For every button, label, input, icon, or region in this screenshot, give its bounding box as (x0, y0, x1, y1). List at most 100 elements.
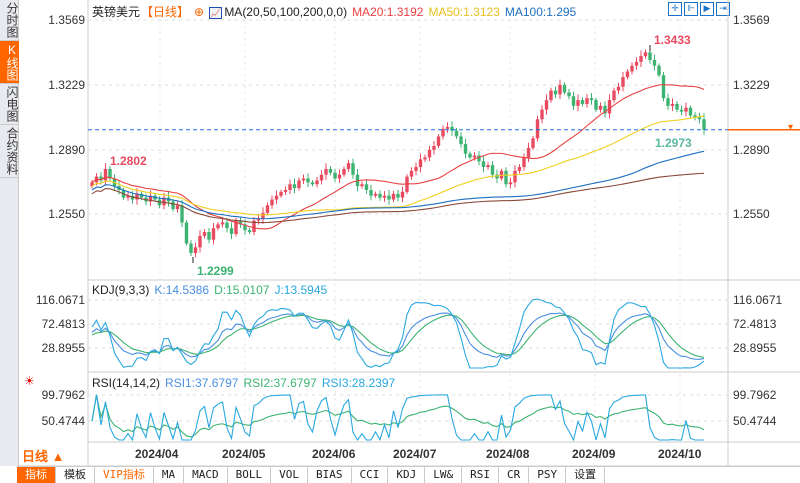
candle-body (643, 52, 648, 57)
zoom-fit-icon[interactable]: ⊩ (684, 2, 698, 16)
candle-body (702, 119, 706, 130)
candle-body (387, 195, 391, 200)
sidebar-tab-flash[interactable]: 闪电图 (0, 84, 19, 125)
rsi2-value: RSI2:37.6797 (243, 376, 317, 390)
kdj-axis-2: 28.8955 (41, 341, 85, 355)
candle-body (522, 157, 526, 168)
candle-body (675, 103, 679, 110)
candle-body (625, 71, 630, 78)
candle-body (301, 178, 306, 181)
sidebar-tab-contract[interactable]: 合约资料 (0, 125, 19, 178)
kdj-title[interactable]: KDJ(9,3,3) (92, 283, 150, 297)
tab-6[interactable]: VOL (271, 467, 308, 483)
candle-body (630, 65, 634, 72)
candle-body (418, 159, 423, 168)
tab-10[interactable]: LW& (425, 467, 463, 483)
sidebar-tab-timeshare[interactable]: 分时图 (0, 0, 19, 41)
candle-body (342, 168, 346, 175)
candle-body (175, 205, 180, 210)
play-forward-icon[interactable]: ▶ (700, 2, 714, 16)
tab-12[interactable]: CR (499, 467, 530, 483)
kdj-j-line (91, 298, 705, 369)
candle-body (207, 232, 211, 240)
candle-body (621, 77, 625, 87)
tab-8[interactable]: CCI (352, 467, 389, 483)
add-icon[interactable]: ⊕ (194, 5, 205, 19)
chart-toolbar: ✛ ⊩ ▶ ⇥ (668, 2, 730, 16)
tab-2[interactable]: VIP指标 (95, 467, 154, 483)
candle-body (472, 155, 477, 158)
tab-7[interactable]: BIAS (308, 467, 352, 483)
candle-body (333, 172, 337, 179)
candle-body (499, 170, 504, 179)
candle-body (369, 189, 373, 196)
price-axis-right-2: 1.2890 (733, 143, 770, 157)
tab-9[interactable]: KDJ (388, 467, 426, 483)
tab-13[interactable]: PSY (529, 467, 567, 483)
tab-11[interactable]: RSI (462, 467, 499, 483)
candle-body (432, 146, 436, 150)
candle-body (225, 222, 229, 229)
rsi1-line (91, 394, 705, 438)
sidebar: 分时图 K线图 闪电图 合约资料 (0, 0, 19, 466)
candle-body (364, 184, 369, 190)
candle-body (504, 170, 508, 185)
tab-0[interactable]: 指标 (17, 467, 56, 483)
tab-3[interactable]: MA (154, 467, 185, 483)
candle-body (616, 86, 621, 91)
ma100-value: MA100:1.295 (504, 5, 577, 19)
candle-body (409, 170, 414, 177)
candle-body (684, 107, 688, 112)
crosshair-icon[interactable]: ✛ (668, 2, 682, 16)
kdj-header: KDJ(9,3,3) K:14.5386 D:15.0107 J:13.5945 (92, 283, 332, 297)
candle-body (450, 126, 454, 131)
rsi-header: RSI(14,14,2) RSI1:37.6797 RSI2:37.6797 RSI3… (92, 376, 400, 390)
candle-body (436, 136, 441, 147)
candle-body (135, 193, 139, 200)
candle-body (274, 195, 279, 200)
kdj-k: K:14.5386 (154, 283, 210, 297)
candle-body (490, 165, 495, 175)
date-label: 2024/08 (486, 447, 530, 461)
rsi-title[interactable]: RSI(14,14,2) (92, 376, 161, 390)
ma50-line (91, 115, 705, 216)
indicator-chart-icon[interactable]: 📈 (209, 7, 223, 19)
rsi-axis-r1: 50.4744 (733, 414, 777, 428)
date-label: 2024/06 (312, 447, 356, 461)
ma-params[interactable]: MA(20,50,100,200,0,0) (224, 5, 348, 19)
tab-5[interactable]: BOLL (228, 467, 272, 483)
candle-body (148, 195, 153, 202)
candle-body (526, 147, 531, 158)
candle-body (693, 115, 697, 118)
go-to-end-icon[interactable]: ⇥ (716, 2, 730, 16)
price-axis-right-1: 1.3229 (733, 78, 770, 92)
kdj-d: D:15.0107 (214, 283, 270, 297)
ma100-annotation: 1.2973 (655, 136, 692, 150)
candle-body (234, 220, 238, 234)
candle-body (270, 199, 274, 206)
candle-body (580, 100, 585, 104)
tab-14[interactable]: 设置 (566, 467, 606, 483)
candle-body (382, 195, 387, 198)
candle-body (589, 98, 594, 101)
candle-body (513, 170, 517, 183)
candle-body (544, 100, 549, 110)
candle-body (427, 149, 432, 158)
tab-4[interactable]: MACD (184, 467, 228, 483)
kdj-axis-r2: 28.8955 (733, 341, 777, 355)
sidebar-tab-kline[interactable]: K线图 (0, 41, 19, 84)
tab-1[interactable]: 模板 (56, 467, 95, 483)
candle-body (531, 138, 535, 148)
high-annotation: 1.3433 (654, 33, 691, 47)
chart-canvas[interactable]: ▾ (0, 0, 800, 466)
settings-sun-icon[interactable]: ☀ (24, 374, 35, 388)
price-axis-left-2: 1.2890 (48, 143, 85, 157)
candle-body (351, 163, 355, 175)
ma100-line (91, 150, 705, 220)
candle-body (400, 191, 405, 198)
candle-body (130, 195, 135, 200)
candle-body (189, 243, 193, 254)
period-select-button[interactable]: 日线 ▲ (22, 449, 65, 464)
left-high-annotation: 1.2802 (110, 154, 147, 168)
candle-body (495, 174, 499, 179)
